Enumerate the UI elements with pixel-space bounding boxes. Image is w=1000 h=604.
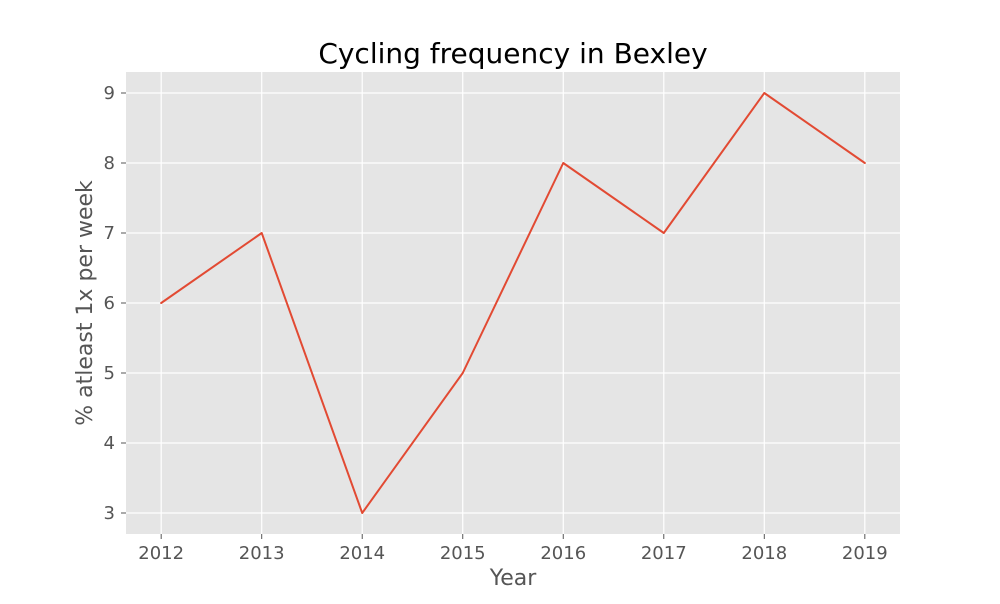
- x-tick-label-2016: 2016: [540, 543, 586, 564]
- y-tick-label-4: 4: [104, 433, 115, 454]
- ticks-layer: 2012 2013 2014 2015 2016 2017 2018 2019 3 4 5 6 7 8 9: [104, 83, 888, 564]
- x-tick-label-2015: 2015: [440, 543, 486, 564]
- x-axis-label: Year: [489, 566, 538, 591]
- x-tick-label-2012: 2012: [138, 543, 184, 564]
- x-tick-label-2019: 2019: [842, 543, 888, 564]
- y-tick-label-6: 6: [104, 293, 115, 314]
- x-tick-label-2014: 2014: [339, 543, 385, 564]
- y-tick-label-7: 7: [104, 223, 115, 244]
- x-tick-label-2013: 2013: [239, 543, 285, 564]
- y-tick-label-5: 5: [104, 363, 115, 384]
- y-tick-label-3: 3: [104, 503, 115, 524]
- x-tick-label-2017: 2017: [641, 543, 687, 564]
- x-tick-label-2018: 2018: [741, 543, 787, 564]
- series-layer: [160, 92, 866, 514]
- chart-title: Cycling frequency in Bexley: [318, 37, 707, 70]
- series-line-0: [160, 92, 866, 514]
- y-tick-label-9: 9: [104, 83, 115, 104]
- y-tick-label-8: 8: [104, 153, 115, 174]
- grid-layer: [126, 72, 900, 534]
- y-axis-label: % atleast 1x per week: [73, 180, 98, 426]
